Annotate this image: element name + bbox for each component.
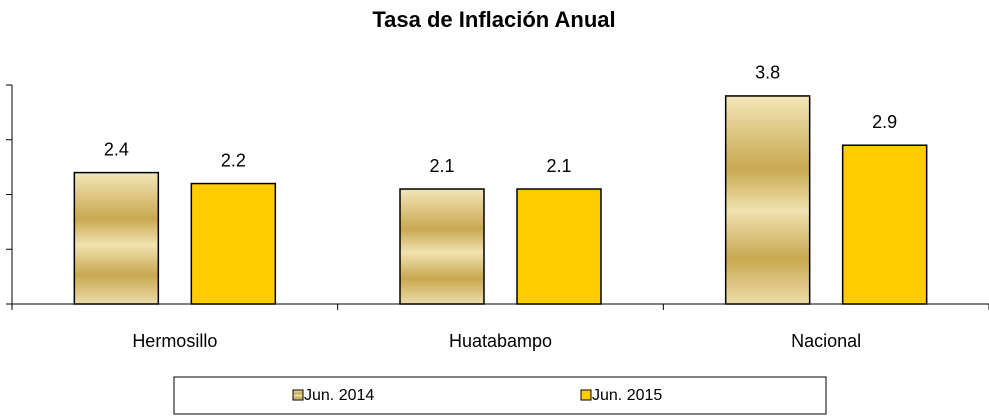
- x-tick-label: Hermosillo: [132, 331, 217, 351]
- legend-swatch: [292, 389, 304, 401]
- legend-box: [173, 376, 827, 415]
- bar: [190, 182, 277, 305]
- legend-swatch: [580, 389, 592, 401]
- bar: [516, 188, 602, 305]
- bar: [399, 188, 485, 305]
- chart-title: Tasa de Inflación Anual: [372, 7, 615, 32]
- bar: [724, 95, 811, 305]
- legend-label: Jun. 2014: [304, 387, 374, 404]
- value-label: 2.1: [429, 156, 454, 176]
- x-tick-label: Nacional: [791, 331, 861, 351]
- legend-label: Jun. 2015: [592, 387, 662, 404]
- value-label: 2.9: [872, 112, 897, 132]
- bar: [73, 171, 160, 305]
- bar: [841, 144, 928, 305]
- value-label: 2.4: [104, 139, 129, 159]
- value-label: 3.8: [755, 63, 780, 83]
- value-label: 2.2: [221, 150, 246, 170]
- x-tick-label: Huatabampo: [449, 331, 552, 351]
- value-label: 2.1: [546, 156, 571, 176]
